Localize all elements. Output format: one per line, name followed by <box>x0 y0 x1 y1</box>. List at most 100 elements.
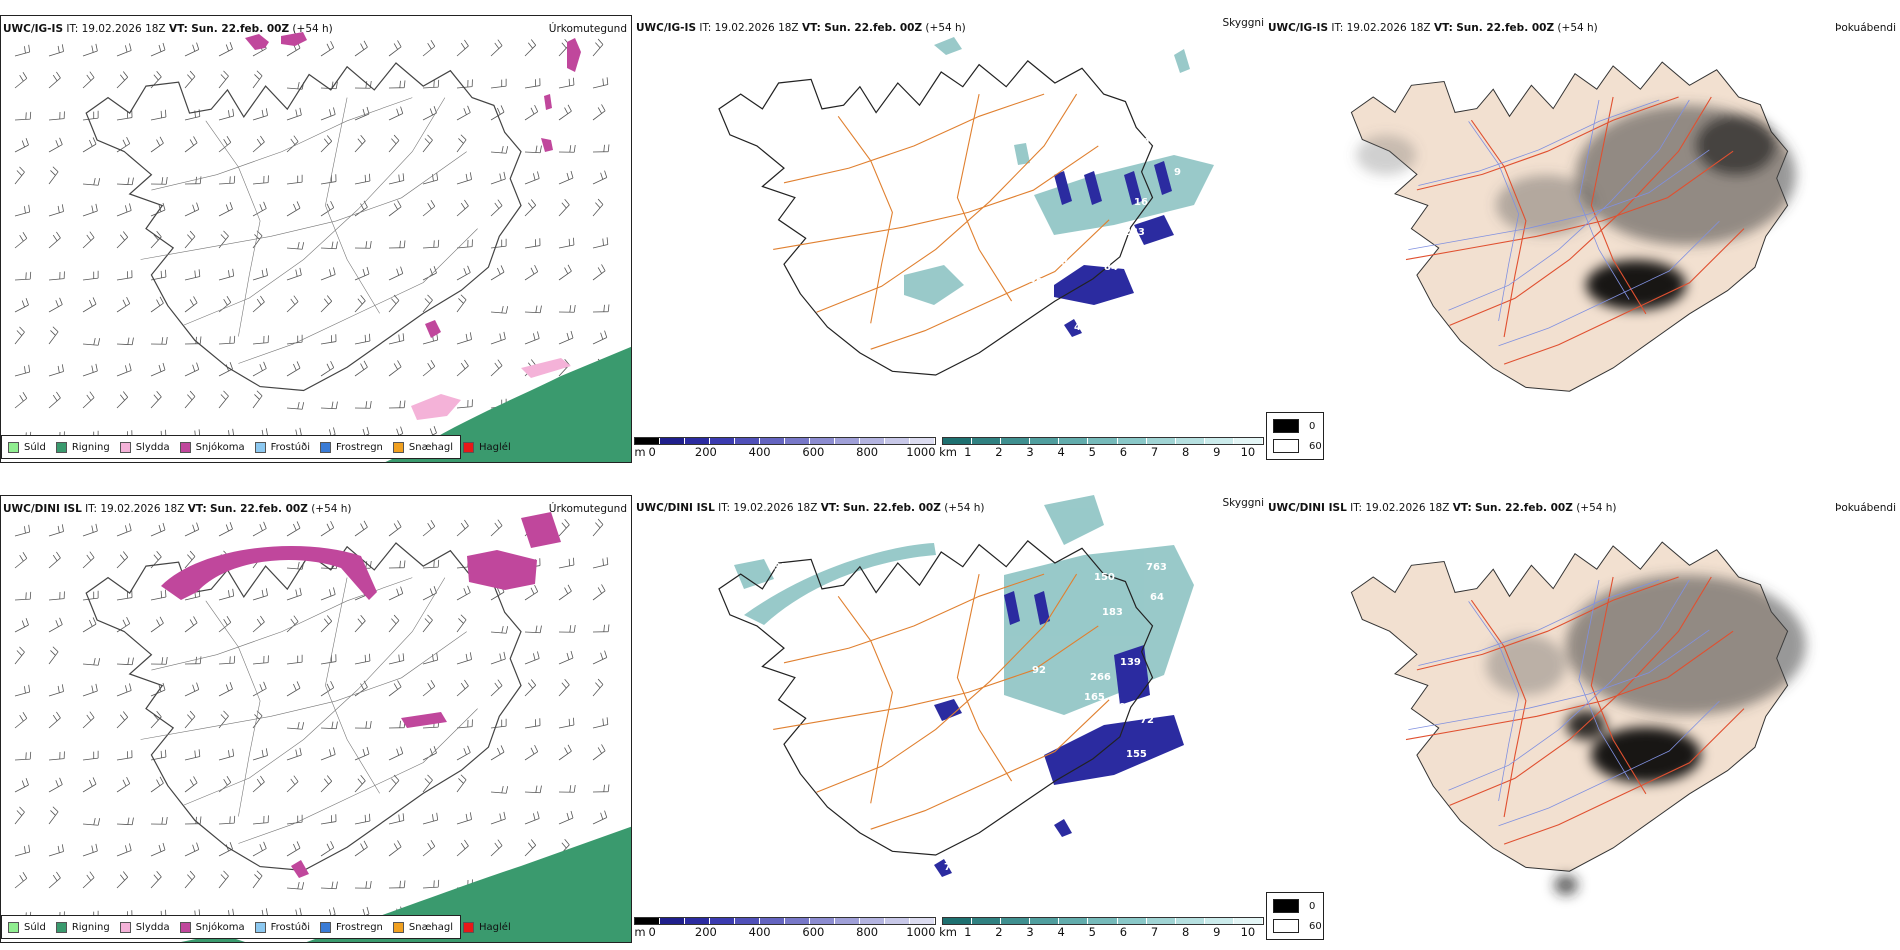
scale-tick: 6 <box>1119 445 1128 459</box>
wind-barb <box>524 839 537 857</box>
wind-barb <box>150 656 168 665</box>
legend-swatch <box>320 441 331 453</box>
visibility-labels-bottom: 35 150 763 64 183 92 266 139 165 89 95 157 155 72 74 <box>774 562 1167 873</box>
wind-barb <box>150 682 166 697</box>
scale-cell <box>1146 918 1176 924</box>
scale-tick: 1 <box>964 445 972 459</box>
wind-barb <box>456 745 471 761</box>
wind-barb <box>82 817 101 826</box>
wind-barb <box>456 239 473 249</box>
wind-barb <box>218 42 233 57</box>
wind-barb <box>218 202 233 217</box>
wind-barb <box>252 870 263 889</box>
wind-barb <box>592 518 604 537</box>
wind-barbs-top <box>14 38 610 441</box>
wind-barb <box>14 138 29 153</box>
wind-barb <box>354 266 370 281</box>
scale-cell <box>972 918 1002 924</box>
panel-title: UWC/DINI ISL IT: 19.02.2026 18Z VT: Sun.… <box>3 503 352 515</box>
wind-barb <box>14 44 31 57</box>
fog-map-bottom <box>1350 541 1806 895</box>
wind-barb <box>116 776 131 793</box>
scale-cell <box>1204 438 1234 444</box>
scale-cell <box>685 918 710 924</box>
wind-barb <box>320 840 335 857</box>
wind-barb <box>82 231 95 249</box>
wind-barb <box>150 336 168 345</box>
scale-cell <box>1117 438 1147 444</box>
wind-barb <box>490 238 507 249</box>
scale-cell <box>735 438 760 444</box>
wind-barb <box>388 240 406 249</box>
scale-cell <box>1233 438 1264 444</box>
wind-barb <box>150 42 166 57</box>
iceland-outline <box>85 62 522 392</box>
legend-swatch <box>392 441 404 453</box>
legend-label: Haglél <box>479 921 511 933</box>
wind-barb <box>388 560 406 569</box>
wind-barb <box>252 361 267 377</box>
wind-barb <box>388 173 405 185</box>
legend-swatch <box>179 441 191 453</box>
fog-legend-value: 60 <box>1309 440 1322 452</box>
wind-barb <box>286 361 301 377</box>
scale-tick: 0 <box>648 445 656 459</box>
wind-barb <box>48 137 63 153</box>
wind-barb <box>592 77 609 89</box>
wind-barb <box>558 170 574 185</box>
wind-barb <box>14 751 32 761</box>
wind-barb <box>490 359 503 377</box>
legend-label: Frostregn <box>336 441 383 453</box>
variable-label: Úrkomutegund <box>548 503 627 515</box>
wind-barb <box>14 591 32 601</box>
wind-barb <box>48 326 59 345</box>
precip-legend-item: Snæhagl <box>392 441 453 453</box>
legend-label: Slydda <box>135 441 170 453</box>
scale-cell <box>810 438 835 444</box>
visibility-map-bottom: 35 150 763 64 183 92 266 139 165 89 95 157 155 72 74 <box>718 495 1194 877</box>
wind-barb <box>286 615 299 633</box>
wind-barb <box>354 400 372 409</box>
wind-barb <box>388 40 402 57</box>
variable-label: Skyggni <box>1222 17 1265 29</box>
wind-barb <box>524 199 537 217</box>
wind-barb <box>592 237 609 249</box>
wind-barb <box>558 264 572 281</box>
legend-label: Rigning <box>71 921 110 933</box>
wind-barb <box>320 680 335 697</box>
wind-barb <box>150 776 164 793</box>
wind-barb <box>218 815 236 825</box>
scale-cell <box>1204 918 1234 924</box>
wind-barb <box>388 200 402 217</box>
wind-barb <box>184 362 200 377</box>
wind-barb <box>592 198 604 217</box>
legend-label: Frostregn <box>336 921 383 933</box>
wind-barb <box>184 176 202 185</box>
wind-barb <box>354 880 372 889</box>
scale-cell <box>1030 918 1060 924</box>
scale-cell <box>1001 438 1031 444</box>
precip-legend-item: Súld <box>8 921 46 933</box>
variable-label: Skyggni <box>1222 497 1265 509</box>
wind-barb <box>388 746 404 761</box>
wind-barb <box>218 870 229 889</box>
wind-barb <box>592 650 608 665</box>
wind-barb <box>320 135 333 153</box>
wind-barb <box>48 166 59 185</box>
wind-barb <box>490 519 503 537</box>
scale-tick: 4 <box>1057 925 1065 939</box>
wind-barb <box>286 135 299 153</box>
wind-barb <box>82 43 98 57</box>
legend-swatch <box>55 921 67 933</box>
wind-barb <box>184 136 198 153</box>
wind-barb <box>14 806 25 825</box>
wind-barb <box>150 390 162 409</box>
wind-barb <box>184 550 196 569</box>
wind-barb <box>150 70 162 89</box>
precip-legend-item: Rigning <box>55 921 110 933</box>
wind-barb <box>422 106 437 121</box>
wind-barb <box>286 267 302 281</box>
wind-barb <box>116 363 132 377</box>
scale-cell <box>785 438 810 444</box>
wind-barb <box>558 77 575 89</box>
